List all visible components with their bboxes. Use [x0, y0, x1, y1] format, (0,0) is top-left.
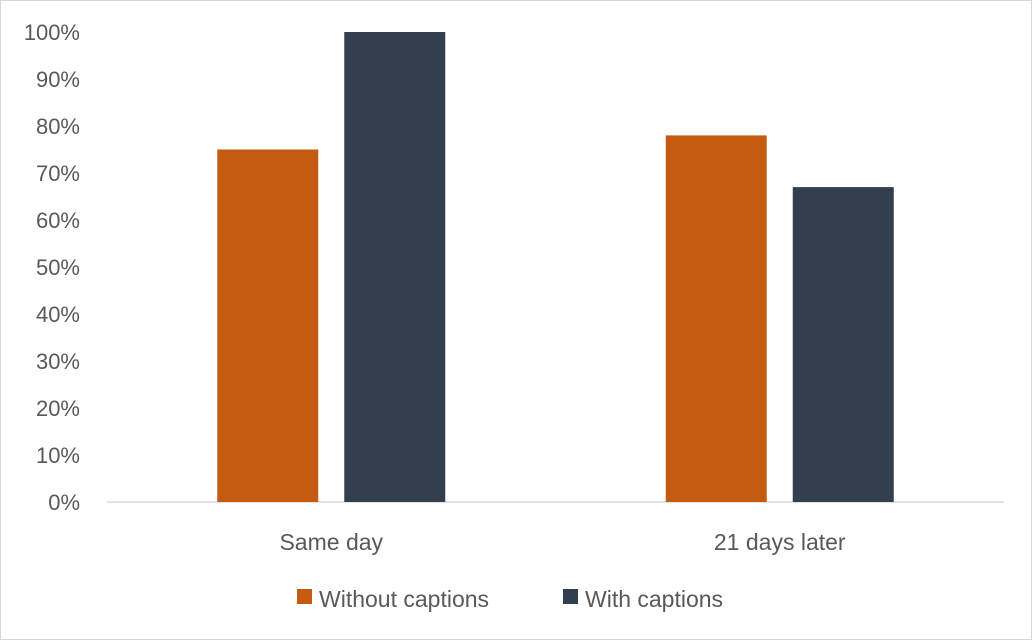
y-tick-label: 50% [36, 255, 80, 280]
y-tick-label: 20% [36, 396, 80, 421]
y-tick-label: 10% [36, 443, 80, 468]
legend: Without captions With captions [297, 586, 723, 612]
y-tick-label: 40% [36, 302, 80, 327]
bar-with-captions-21-days-later [792, 187, 894, 502]
y-tick-label: 60% [36, 208, 80, 233]
category-labels: Same day 21 days later [279, 529, 845, 555]
legend-swatch [563, 589, 578, 604]
bar-without-captions-21-days-later [665, 135, 767, 502]
bar-without-captions-same-day [217, 149, 319, 502]
y-tick-label: 30% [36, 349, 80, 374]
y-axis: 0% 10% 20% 30% 40% 50% 60% 70% 80% 90% 100% [24, 20, 80, 515]
bar-with-captions-same-day [344, 32, 446, 502]
y-tick-label: 100% [24, 20, 80, 45]
bars [217, 32, 894, 502]
y-tick-label: 0% [48, 490, 80, 515]
category-label: 21 days later [714, 529, 846, 555]
legend-label: Without captions [319, 586, 489, 612]
y-tick-label: 70% [36, 161, 80, 186]
legend-swatch [297, 589, 312, 604]
y-tick-label: 80% [36, 114, 80, 139]
legend-label: With captions [585, 586, 723, 612]
y-tick-label: 90% [36, 67, 80, 92]
category-label: Same day [279, 529, 383, 555]
